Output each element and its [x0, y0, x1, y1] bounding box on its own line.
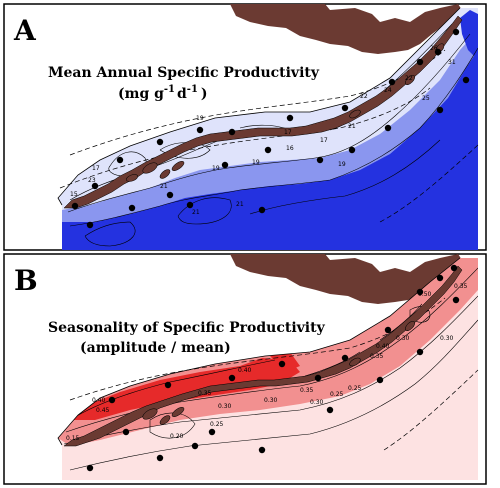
- contour-label: 19: [252, 159, 260, 166]
- keys-chain-b: [63, 265, 463, 447]
- contour-label: 0.20: [170, 433, 184, 440]
- contour-label: 0.35: [370, 353, 384, 360]
- contour-label: 0.50: [418, 291, 432, 298]
- contour-label: 23: [88, 177, 96, 184]
- contour-label: 0.40: [238, 367, 252, 374]
- contour-label: 22: [360, 93, 368, 100]
- contour-labels-b: 0.40 0.45 0.40 0.35 0.30 0.25 0.20 0.30 …: [66, 283, 468, 442]
- panel-a-units: (mg g-1 d-1): [118, 84, 208, 102]
- contour-label: 25: [422, 95, 430, 102]
- contour-label: 21: [348, 123, 356, 130]
- contour-label: 17: [92, 165, 100, 172]
- contour-label: 31: [448, 59, 456, 66]
- panel-b-letter: B: [14, 264, 38, 297]
- contour-label: 0.25: [210, 421, 224, 428]
- contour-label: 16: [286, 145, 294, 152]
- panel-a-title: Mean Annual Specific Productivity: [48, 65, 320, 81]
- contour-label: 0.15: [66, 435, 80, 442]
- contour-label: 19: [212, 165, 220, 172]
- contour-label: 0.45: [96, 407, 110, 414]
- land-mass-b: [230, 254, 462, 304]
- panel-b-subtitle: (amplitude / mean): [80, 340, 231, 356]
- contour-label: 22: [405, 75, 413, 82]
- contour-label: 21: [192, 209, 200, 216]
- contour-label: 0.35: [454, 283, 468, 290]
- contour-label: 15: [70, 191, 78, 198]
- panel-b-title: Seasonality of Specific Productivity: [48, 320, 326, 336]
- keys-islets-b: [142, 321, 415, 425]
- contour-labels-a: 19 17 16 19 21 21 19 17 23 26 31 22 24 2…: [70, 45, 456, 216]
- contour-label: 0.35: [300, 387, 314, 394]
- contour-label: 0.35: [198, 390, 212, 397]
- contour-label: 0.30: [218, 403, 232, 410]
- contour-label: 0.30: [396, 335, 410, 342]
- contour-label: 24: [384, 87, 392, 94]
- contour-label: 17: [320, 137, 328, 144]
- panel-a-letter: A: [13, 14, 37, 47]
- contour-label: 0.40: [92, 397, 106, 404]
- panel-a: 19 17 16 19 21 21 19 17 23 26 31 22 24 2…: [3, 3, 487, 251]
- contour-label: 17: [284, 129, 292, 136]
- contour-label: 0.30: [440, 335, 454, 342]
- contour-label: 26: [430, 45, 438, 52]
- keys-chain-a: [63, 15, 463, 209]
- contour-label: 0.25: [330, 391, 344, 398]
- keys-islets-a: [126, 43, 445, 182]
- contour-label: 19: [196, 115, 204, 122]
- shelf-line-a-outer: [379, 144, 479, 223]
- land-mass-a: [230, 4, 462, 54]
- panel-b: 0.40 0.45 0.40 0.35 0.30 0.25 0.20 0.30 …: [3, 253, 487, 485]
- contour-label: 21: [160, 183, 168, 190]
- contour-label: 0.25: [348, 385, 362, 392]
- shelf-line-b-outer: [383, 369, 479, 451]
- contour-label: 19: [338, 161, 346, 168]
- contour-label: 21: [236, 201, 244, 208]
- contour-label: 0.30: [310, 399, 324, 406]
- contour-label: 0.40: [376, 343, 390, 350]
- tract-boundary-b: [57, 257, 461, 446]
- stations-b: [86, 264, 460, 472]
- contour-label: 0.30: [264, 397, 278, 404]
- tract-boundary-a: [57, 7, 461, 206]
- stations-a: [71, 28, 470, 229]
